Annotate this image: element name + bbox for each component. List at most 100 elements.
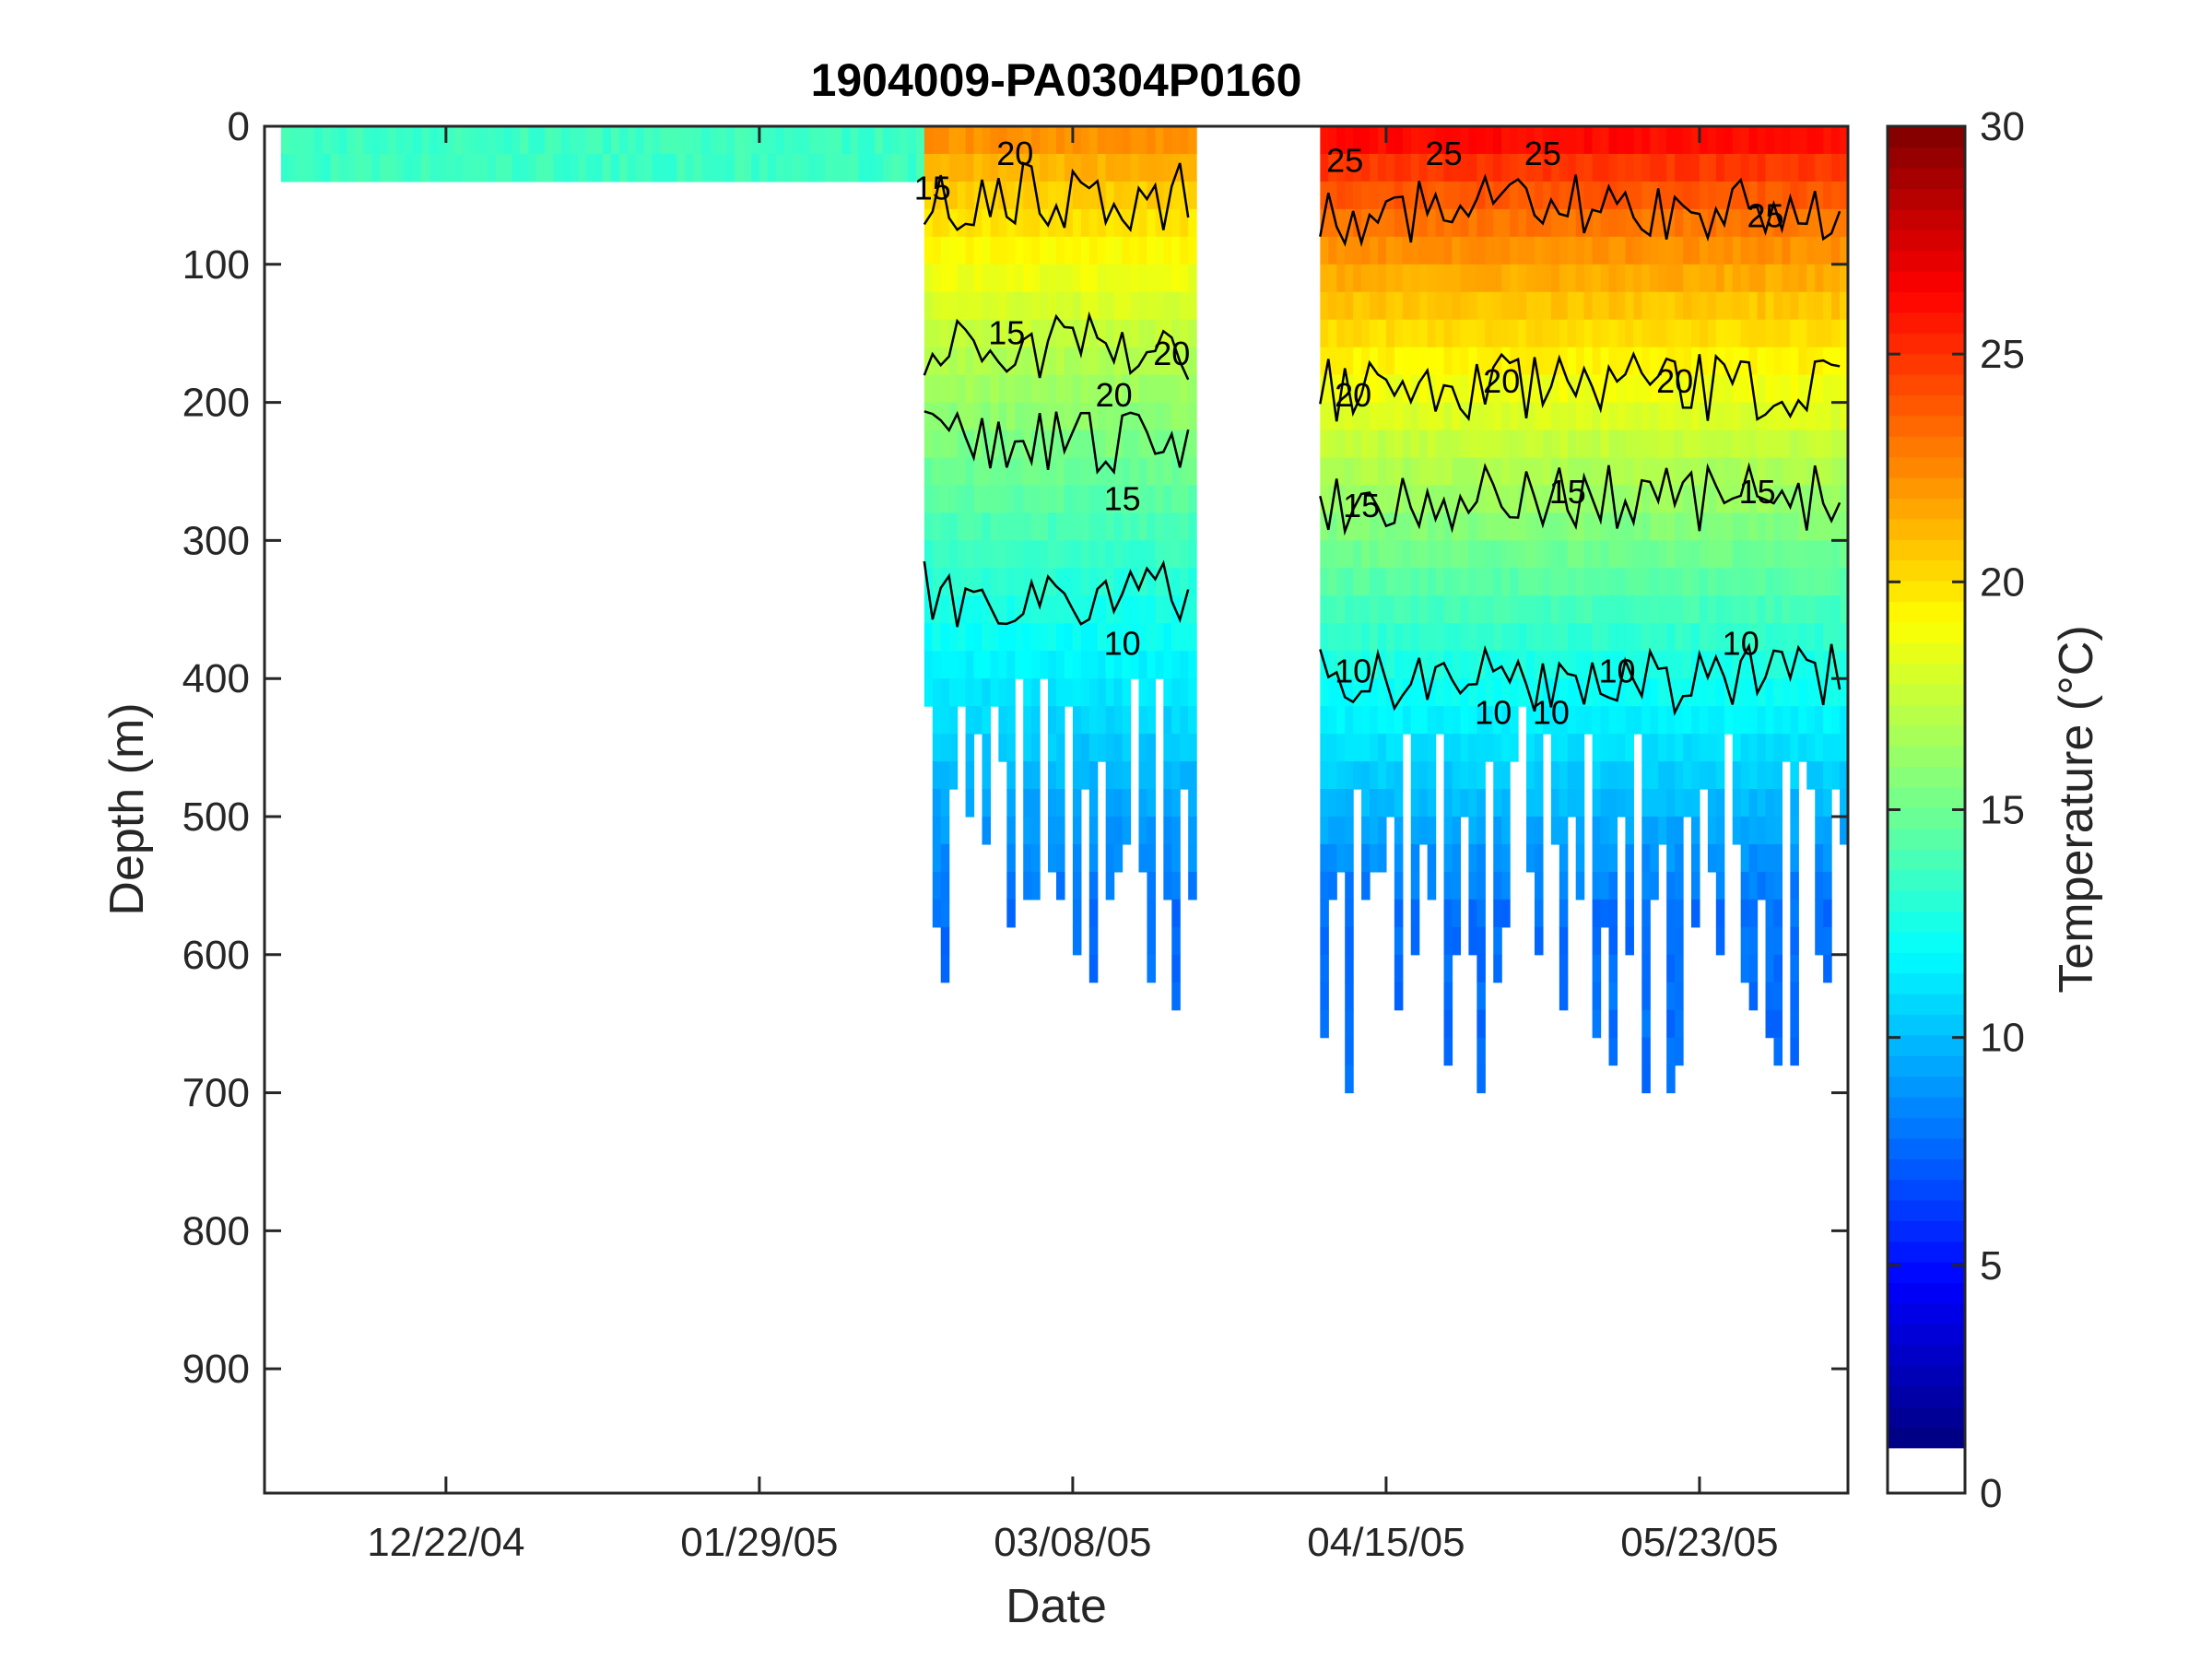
- heatmap-cell: [396, 126, 406, 155]
- heatmap-cell: [982, 816, 992, 845]
- heatmap-cell: [1715, 926, 1725, 956]
- heatmap-cell: [1757, 540, 1767, 569]
- heatmap-cell: [1064, 512, 1074, 541]
- heatmap-cell: [1072, 789, 1082, 818]
- heatmap-cell: [1427, 843, 1437, 873]
- heatmap-cell: [1600, 761, 1610, 790]
- heatmap-cell: [1641, 899, 1651, 928]
- heatmap-cell: [1138, 485, 1148, 514]
- heatmap-cell: [1625, 761, 1634, 790]
- heatmap-cell: [1072, 457, 1082, 487]
- heatmap-cell: [1105, 153, 1115, 182]
- heatmap-cell: [1782, 568, 1791, 596]
- heatmap-cell: [1625, 374, 1634, 404]
- heatmap-cell: [1031, 734, 1041, 762]
- heatmap-cell: [1748, 871, 1759, 900]
- heatmap-cell: [1658, 678, 1667, 707]
- heatmap-cell: [1006, 181, 1016, 210]
- heatmap-cell: [1567, 429, 1577, 459]
- heatmap-cell: [1122, 264, 1132, 293]
- heatmap-cell: [1477, 816, 1486, 845]
- heatmap-cell: [1600, 568, 1610, 596]
- heatmap-cell: [1418, 623, 1429, 652]
- heatmap-cell: [1765, 1009, 1775, 1039]
- heatmap-cell: [1402, 595, 1412, 624]
- heatmap-cell: [1328, 843, 1337, 873]
- heatmap-cell: [990, 402, 999, 431]
- heatmap-cell: [363, 153, 372, 182]
- heatmap-cell: [1361, 485, 1371, 514]
- heatmap-cell: [866, 153, 876, 182]
- heatmap-cell: [1534, 208, 1544, 238]
- heatmap-cell: [1650, 871, 1659, 900]
- contour-label: 25: [1524, 135, 1561, 172]
- heatmap-cell: [998, 457, 1007, 487]
- heatmap-cell: [932, 843, 942, 873]
- heatmap-cell: [1080, 402, 1090, 431]
- heatmap-cell: [1600, 899, 1610, 928]
- heatmap-cell: [1493, 126, 1502, 155]
- heatmap-cell: [1113, 568, 1124, 596]
- heatmap-cell: [1567, 319, 1577, 348]
- heatmap-cell: [1740, 512, 1750, 541]
- heatmap-cell: [1658, 126, 1667, 155]
- heatmap-cell: [998, 347, 1007, 376]
- heatmap-cell: [1773, 568, 1783, 596]
- heatmap-cell: [1105, 374, 1115, 404]
- heatmap-cell: [1510, 678, 1519, 707]
- heatmap-cell: [1105, 734, 1115, 762]
- heatmap-cell: [1559, 236, 1569, 265]
- heatmap-cell: [1171, 429, 1181, 459]
- heatmap-cell: [1583, 623, 1594, 652]
- heatmap-cell: [437, 126, 447, 155]
- heatmap-cell: [1707, 153, 1717, 182]
- heatmap-cell: [1748, 319, 1759, 348]
- heatmap-cell: [1806, 734, 1816, 762]
- heatmap-cell: [1641, 843, 1651, 873]
- heatmap-cell: [1575, 540, 1585, 569]
- heatmap-cell: [1740, 651, 1750, 679]
- heatmap-cell: [1633, 651, 1642, 679]
- heatmap-cell: [1443, 208, 1453, 238]
- heatmap-cell: [1180, 568, 1189, 596]
- heatmap-cell: [1600, 264, 1610, 293]
- heatmap-cell: [1105, 485, 1115, 514]
- heatmap-cell: [1765, 540, 1775, 569]
- heatmap-cell: [1773, 540, 1783, 569]
- heatmap-cell: [1683, 568, 1692, 596]
- heatmap-cell: [1394, 706, 1404, 735]
- heatmap-cell: [1550, 706, 1560, 735]
- heatmap-cell: [1575, 374, 1585, 404]
- heatmap-cell: [1402, 126, 1412, 155]
- heatmap-cell: [965, 208, 975, 238]
- heatmap-cell: [990, 595, 999, 624]
- heatmap-cell: [1534, 926, 1544, 956]
- heatmap-cell: [1790, 512, 1799, 541]
- heatmap-cell: [973, 236, 983, 265]
- heatmap-cell: [1064, 208, 1074, 238]
- heatmap-cell: [1130, 429, 1140, 459]
- heatmap-cell: [1823, 153, 1832, 182]
- heatmap-cell: [1650, 734, 1659, 762]
- heatmap-cell: [1575, 761, 1585, 790]
- heatmap-cell: [1493, 899, 1502, 928]
- contour-label: 25: [1326, 141, 1363, 179]
- heatmap-cell: [1040, 264, 1049, 293]
- heatmap-cell: [1641, 347, 1651, 376]
- heatmap-cell: [1370, 706, 1379, 735]
- heatmap-cell: [1715, 319, 1725, 348]
- heatmap-cell: [1641, 540, 1651, 569]
- heatmap-cell: [1806, 457, 1816, 487]
- heatmap-cell: [1345, 1065, 1354, 1094]
- heatmap-cell: [1460, 651, 1469, 679]
- heatmap-cell: [1633, 623, 1642, 652]
- heatmap-cell: [1740, 264, 1750, 293]
- heatmap-cell: [1765, 678, 1775, 707]
- heatmap-cell: [1138, 402, 1148, 431]
- heatmap-cell: [1608, 789, 1618, 818]
- heatmap-cell: [1625, 402, 1634, 431]
- heatmap-cell: [1402, 319, 1412, 348]
- heatmap-cell: [1138, 623, 1148, 652]
- heatmap-cell: [1625, 512, 1634, 541]
- colorbar-segment: [1888, 1096, 1965, 1118]
